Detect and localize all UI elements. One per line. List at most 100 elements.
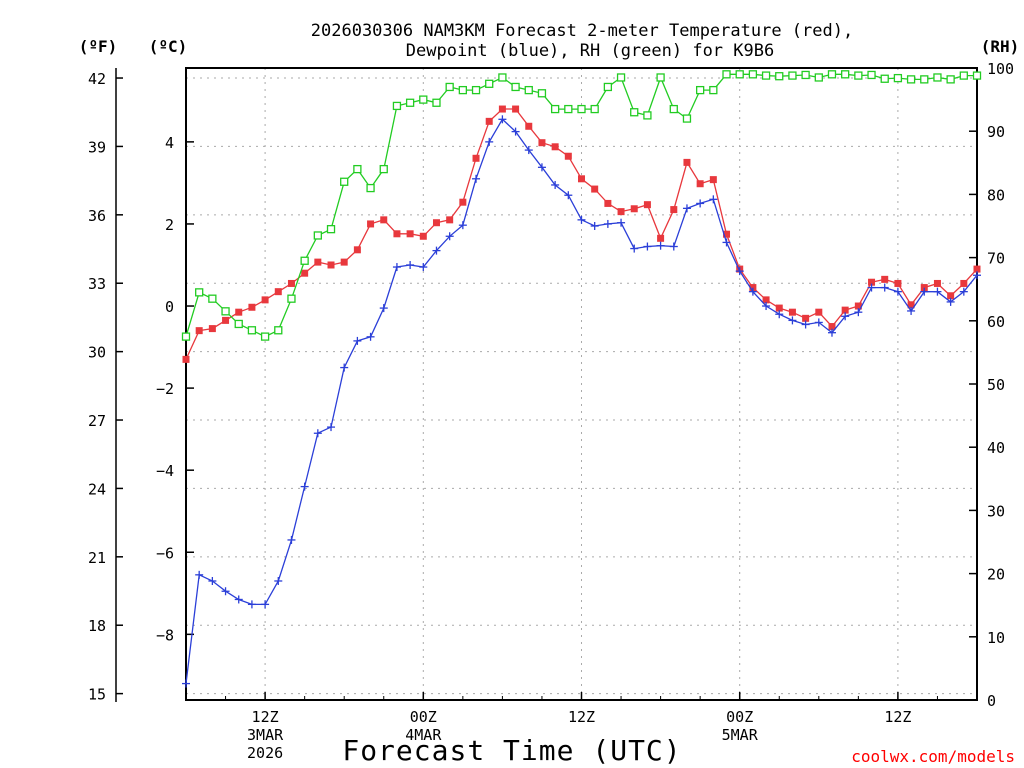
dewpoint-point: [537, 163, 546, 172]
rh-point: [656, 73, 665, 82]
celsius-tick-label: −6: [156, 544, 174, 562]
temperature-point: [564, 152, 572, 160]
dewpoint-point: [735, 267, 744, 276]
dewpoint-point: [392, 263, 401, 272]
x-tick-label: 00Z: [726, 708, 753, 726]
series-rh: [181, 70, 982, 341]
rh-point: [722, 70, 731, 79]
x-tick-date: 3MAR: [247, 726, 284, 744]
rh-point: [511, 82, 520, 92]
temperature-point: [222, 316, 230, 324]
dewpoint-point: [617, 218, 626, 227]
temperature-point: [933, 279, 941, 287]
temperature-point: [512, 105, 520, 113]
celsius-tick-label: −4: [156, 462, 174, 480]
rh-point: [313, 231, 322, 240]
dewpoint-point: [933, 287, 942, 296]
fahrenheit-tick-label: 27: [88, 412, 106, 430]
x-tick-label: 12Z: [884, 708, 911, 726]
temperature-point: [261, 296, 269, 304]
temperature-point: [907, 301, 915, 309]
temperature-point: [762, 296, 770, 304]
dewpoint-point: [353, 336, 362, 345]
fahrenheit-tick-label: 33: [88, 275, 106, 293]
dewpoint-point: [682, 204, 691, 213]
dewpoint-point: [775, 310, 784, 319]
temperature-point: [195, 327, 203, 335]
x-tick-label: 12Z: [252, 708, 279, 726]
dewpoint-point: [287, 535, 296, 544]
rh-point: [696, 85, 705, 95]
temperature-point: [881, 275, 889, 283]
fahrenheit-tick-label: 42: [88, 70, 106, 88]
temperature-point: [894, 279, 902, 287]
x-axis-title: Forecast Time (UTC): [342, 734, 681, 767]
dewpoint-point: [327, 423, 336, 432]
unit-celsius: (ºC): [149, 37, 188, 56]
rh-point: [458, 85, 468, 95]
temperature-point: [367, 220, 375, 228]
temperature-point: [353, 246, 361, 254]
x-tick-label: 12Z: [568, 708, 595, 726]
rh-point: [208, 294, 217, 303]
rh-point: [274, 326, 283, 335]
rh-point: [761, 71, 771, 80]
temperature-point: [868, 278, 876, 286]
rh-point: [709, 85, 718, 95]
rh-tick-label: 100: [987, 60, 1014, 78]
fahrenheit-tick-label: 24: [88, 480, 106, 498]
temperature-point: [947, 292, 955, 300]
dewpoint-point: [854, 308, 863, 317]
rh-point: [564, 104, 573, 114]
temperature-point: [788, 308, 796, 316]
x-tick-date: 5MAR: [722, 726, 759, 744]
celsius-tick-label: −8: [156, 626, 174, 644]
dewpoint-point: [709, 195, 718, 204]
rh-tick-label: 90: [987, 123, 1005, 141]
dewpoint-point: [841, 312, 850, 321]
rh-point: [353, 164, 362, 174]
rh-point: [419, 95, 428, 104]
dewpoint-point: [221, 587, 230, 596]
fahrenheit-tick-label: 36: [88, 207, 106, 225]
rh-point: [300, 256, 309, 265]
dewpoint-point: [669, 242, 678, 251]
source-credit: coolwx.com/models: [851, 747, 1015, 766]
fahrenheit-tick-label: 21: [88, 549, 106, 567]
rh-point: [485, 79, 494, 88]
rh-point: [392, 101, 402, 111]
rh-tick-label: 40: [987, 439, 1005, 457]
dewpoint-point: [643, 242, 652, 251]
data-series: [181, 70, 982, 688]
temperature-point: [182, 355, 190, 363]
dewpoint-point: [274, 576, 283, 585]
rh-point: [814, 73, 823, 82]
temperature-point: [208, 325, 216, 333]
rh-point: [946, 75, 955, 84]
dewpoint-point: [577, 215, 586, 224]
rh-point: [287, 294, 296, 303]
rh-point: [630, 108, 639, 117]
temperature-point: [472, 154, 480, 162]
rh-tick-label: 30: [987, 502, 1005, 520]
rh-tick-label: 0: [987, 692, 996, 710]
fahrenheit-tick-label: 30: [88, 344, 106, 362]
rh-point: [247, 326, 257, 335]
temperature-point: [723, 230, 731, 238]
dewpoint-point: [893, 287, 902, 296]
dewpoint-point: [722, 238, 731, 247]
unit-rh: (RH): [981, 37, 1020, 56]
rh-point: [590, 104, 599, 114]
dewpoint-point: [379, 304, 388, 313]
rh-point: [893, 73, 903, 83]
rh-point: [827, 70, 837, 79]
dewpoint-point: [920, 287, 929, 296]
temperature-point: [591, 185, 599, 193]
dewpoint-point: [564, 191, 573, 200]
rh-point: [682, 114, 692, 123]
temperature-point: [327, 261, 335, 269]
rh-point: [181, 332, 191, 341]
x-tick-label: 00Z: [410, 708, 437, 726]
rh-point: [577, 104, 586, 114]
rh-point: [260, 332, 270, 341]
